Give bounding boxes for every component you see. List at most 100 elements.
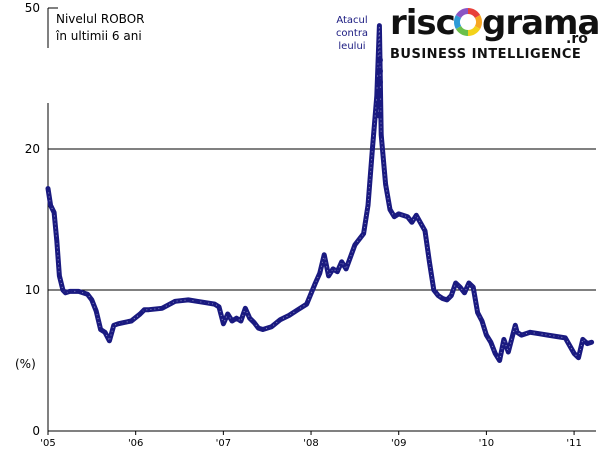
- data-point-98: [585, 342, 589, 346]
- series-line-robor: [45, 23, 595, 363]
- x-tick-label-2006: '06: [128, 438, 143, 449]
- data-point-17: [122, 320, 126, 324]
- y-tick-50: 50: [25, 1, 40, 15]
- data-point-84: [502, 337, 506, 341]
- data-point-58: [379, 133, 383, 137]
- data-point-71: [445, 298, 449, 302]
- data-point-62: [397, 212, 401, 216]
- data-point-93: [555, 335, 558, 338]
- chart-title-line-1: Nivelul ROBOR: [56, 12, 144, 26]
- data-point-3: [55, 239, 59, 243]
- data-point-31: [230, 319, 234, 323]
- data-point-82: [493, 351, 497, 355]
- data-point-53: [362, 232, 366, 236]
- data-point-55: [370, 147, 374, 151]
- data-point-19: [138, 312, 142, 316]
- data-point-15: [112, 323, 116, 327]
- y-axis-ticks: 0 10 20 50: [25, 1, 40, 438]
- data-point-77: [471, 285, 475, 289]
- data-point-70: [441, 297, 445, 300]
- ring-segment-1: [474, 15, 482, 29]
- data-point-52: [353, 243, 357, 247]
- data-point-61: [392, 215, 396, 219]
- data-point-72: [449, 294, 453, 298]
- data-point-60: [388, 208, 392, 212]
- data-point-51: [344, 267, 348, 271]
- y-tick-20: 20: [25, 142, 40, 156]
- x-tick-label-2010: '10: [479, 438, 494, 449]
- data-point-21: [147, 308, 151, 312]
- data-point-27: [213, 302, 217, 306]
- data-point-29: [221, 322, 225, 326]
- data-point-89: [520, 333, 523, 337]
- plot-frame: [47, 7, 596, 432]
- data-point-91: [537, 332, 541, 336]
- data-point-85: [506, 350, 510, 354]
- data-point-22: [160, 306, 164, 310]
- data-point-92: [546, 333, 550, 337]
- data-point-35: [248, 316, 252, 320]
- data-point-81: [489, 340, 493, 344]
- riscograma-logo[interactable]: risc grama .ro BUSINESS INTELLIGENCE: [385, 2, 600, 64]
- data-point-20: [142, 308, 146, 312]
- x-tick-label-2008: '08: [303, 438, 318, 449]
- data-point-99: [590, 340, 594, 344]
- data-point-18: [129, 319, 133, 323]
- data-point-32: [235, 316, 238, 320]
- logo-background: [385, 2, 597, 64]
- data-point-68: [432, 288, 436, 292]
- data-point-46: [322, 253, 326, 257]
- series-group: [45, 23, 595, 363]
- data-point-2: [52, 211, 56, 214]
- data-point-67: [427, 260, 431, 264]
- spike-dot-1: [375, 67, 383, 75]
- data-point-36: [252, 320, 256, 324]
- ring-segment-5: [455, 8, 469, 19]
- data-point-0: [46, 187, 50, 190]
- data-point-79: [480, 319, 484, 323]
- data-point-97: [581, 337, 585, 341]
- x-axis-ticks: '05 '06 '07 '08 '09 '10 '11: [40, 431, 582, 449]
- data-point-13: [103, 330, 107, 334]
- ring-segment-2: [467, 25, 481, 36]
- data-point-95: [572, 351, 576, 355]
- spike-dots: [375, 56, 383, 119]
- ring-segment-0: [467, 8, 481, 19]
- logo-text-left: risc: [390, 3, 455, 43]
- data-point-40: [278, 318, 282, 322]
- x-tick-label-2011: '11: [566, 438, 581, 449]
- x-tick-label-2007: '07: [216, 438, 231, 449]
- data-point-26: [204, 301, 208, 305]
- spike-dot-4: [375, 100, 383, 108]
- data-point-6: [64, 291, 67, 295]
- data-point-73: [454, 281, 458, 285]
- data-point-49: [335, 270, 339, 274]
- data-point-1: [49, 203, 53, 207]
- x-tick-label-2005: '05: [40, 438, 55, 449]
- data-point-80: [484, 333, 488, 337]
- data-point-90: [528, 330, 532, 334]
- data-point-83: [498, 359, 502, 362]
- data-point-11: [94, 309, 98, 313]
- data-point-44: [313, 281, 317, 285]
- chart-title-line-2: în ultimii 6 ani: [55, 29, 142, 43]
- logo-text-right: grama: [482, 3, 599, 43]
- data-point-87: [513, 323, 517, 327]
- data-point-9: [86, 292, 89, 296]
- ring-segment-4: [454, 15, 462, 29]
- annotation-line-1: Atacul: [336, 15, 367, 26]
- data-point-86: [511, 333, 515, 337]
- data-point-43: [305, 302, 309, 306]
- x-tick-label-2009: '09: [391, 438, 406, 449]
- data-point-8: [77, 289, 81, 293]
- annotation-line-3: leului: [338, 41, 365, 52]
- data-point-42: [296, 308, 300, 312]
- data-point-45: [318, 271, 322, 275]
- data-point-30: [226, 312, 230, 316]
- data-point-57: [377, 24, 381, 28]
- data-point-48: [331, 267, 335, 271]
- data-point-5: [61, 288, 65, 292]
- data-point-66: [423, 229, 427, 233]
- data-point-37: [256, 326, 260, 330]
